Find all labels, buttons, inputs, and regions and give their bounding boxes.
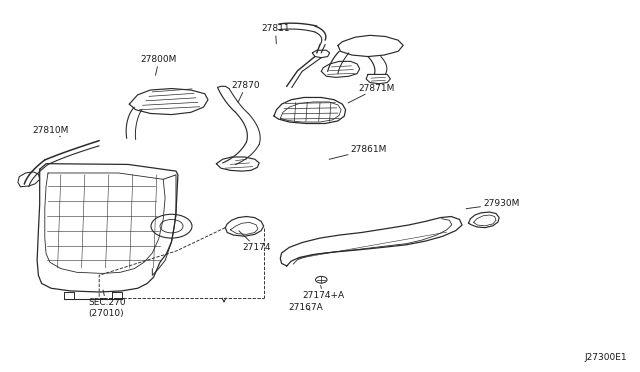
Text: 27861M: 27861M [329,145,387,159]
Text: 27871M: 27871M [348,84,395,103]
Text: 27167A: 27167A [288,303,323,312]
Text: 27174+A: 27174+A [302,285,344,300]
Text: 27811: 27811 [261,24,290,44]
Text: 27930M: 27930M [466,199,520,209]
Text: SEC.270
(27010): SEC.270 (27010) [88,290,126,318]
Text: 27174: 27174 [239,231,271,252]
Text: 27800M: 27800M [141,55,177,76]
Text: J27300E1: J27300E1 [584,353,627,362]
Text: 27810M: 27810M [32,126,68,137]
Text: 27870: 27870 [232,81,260,102]
